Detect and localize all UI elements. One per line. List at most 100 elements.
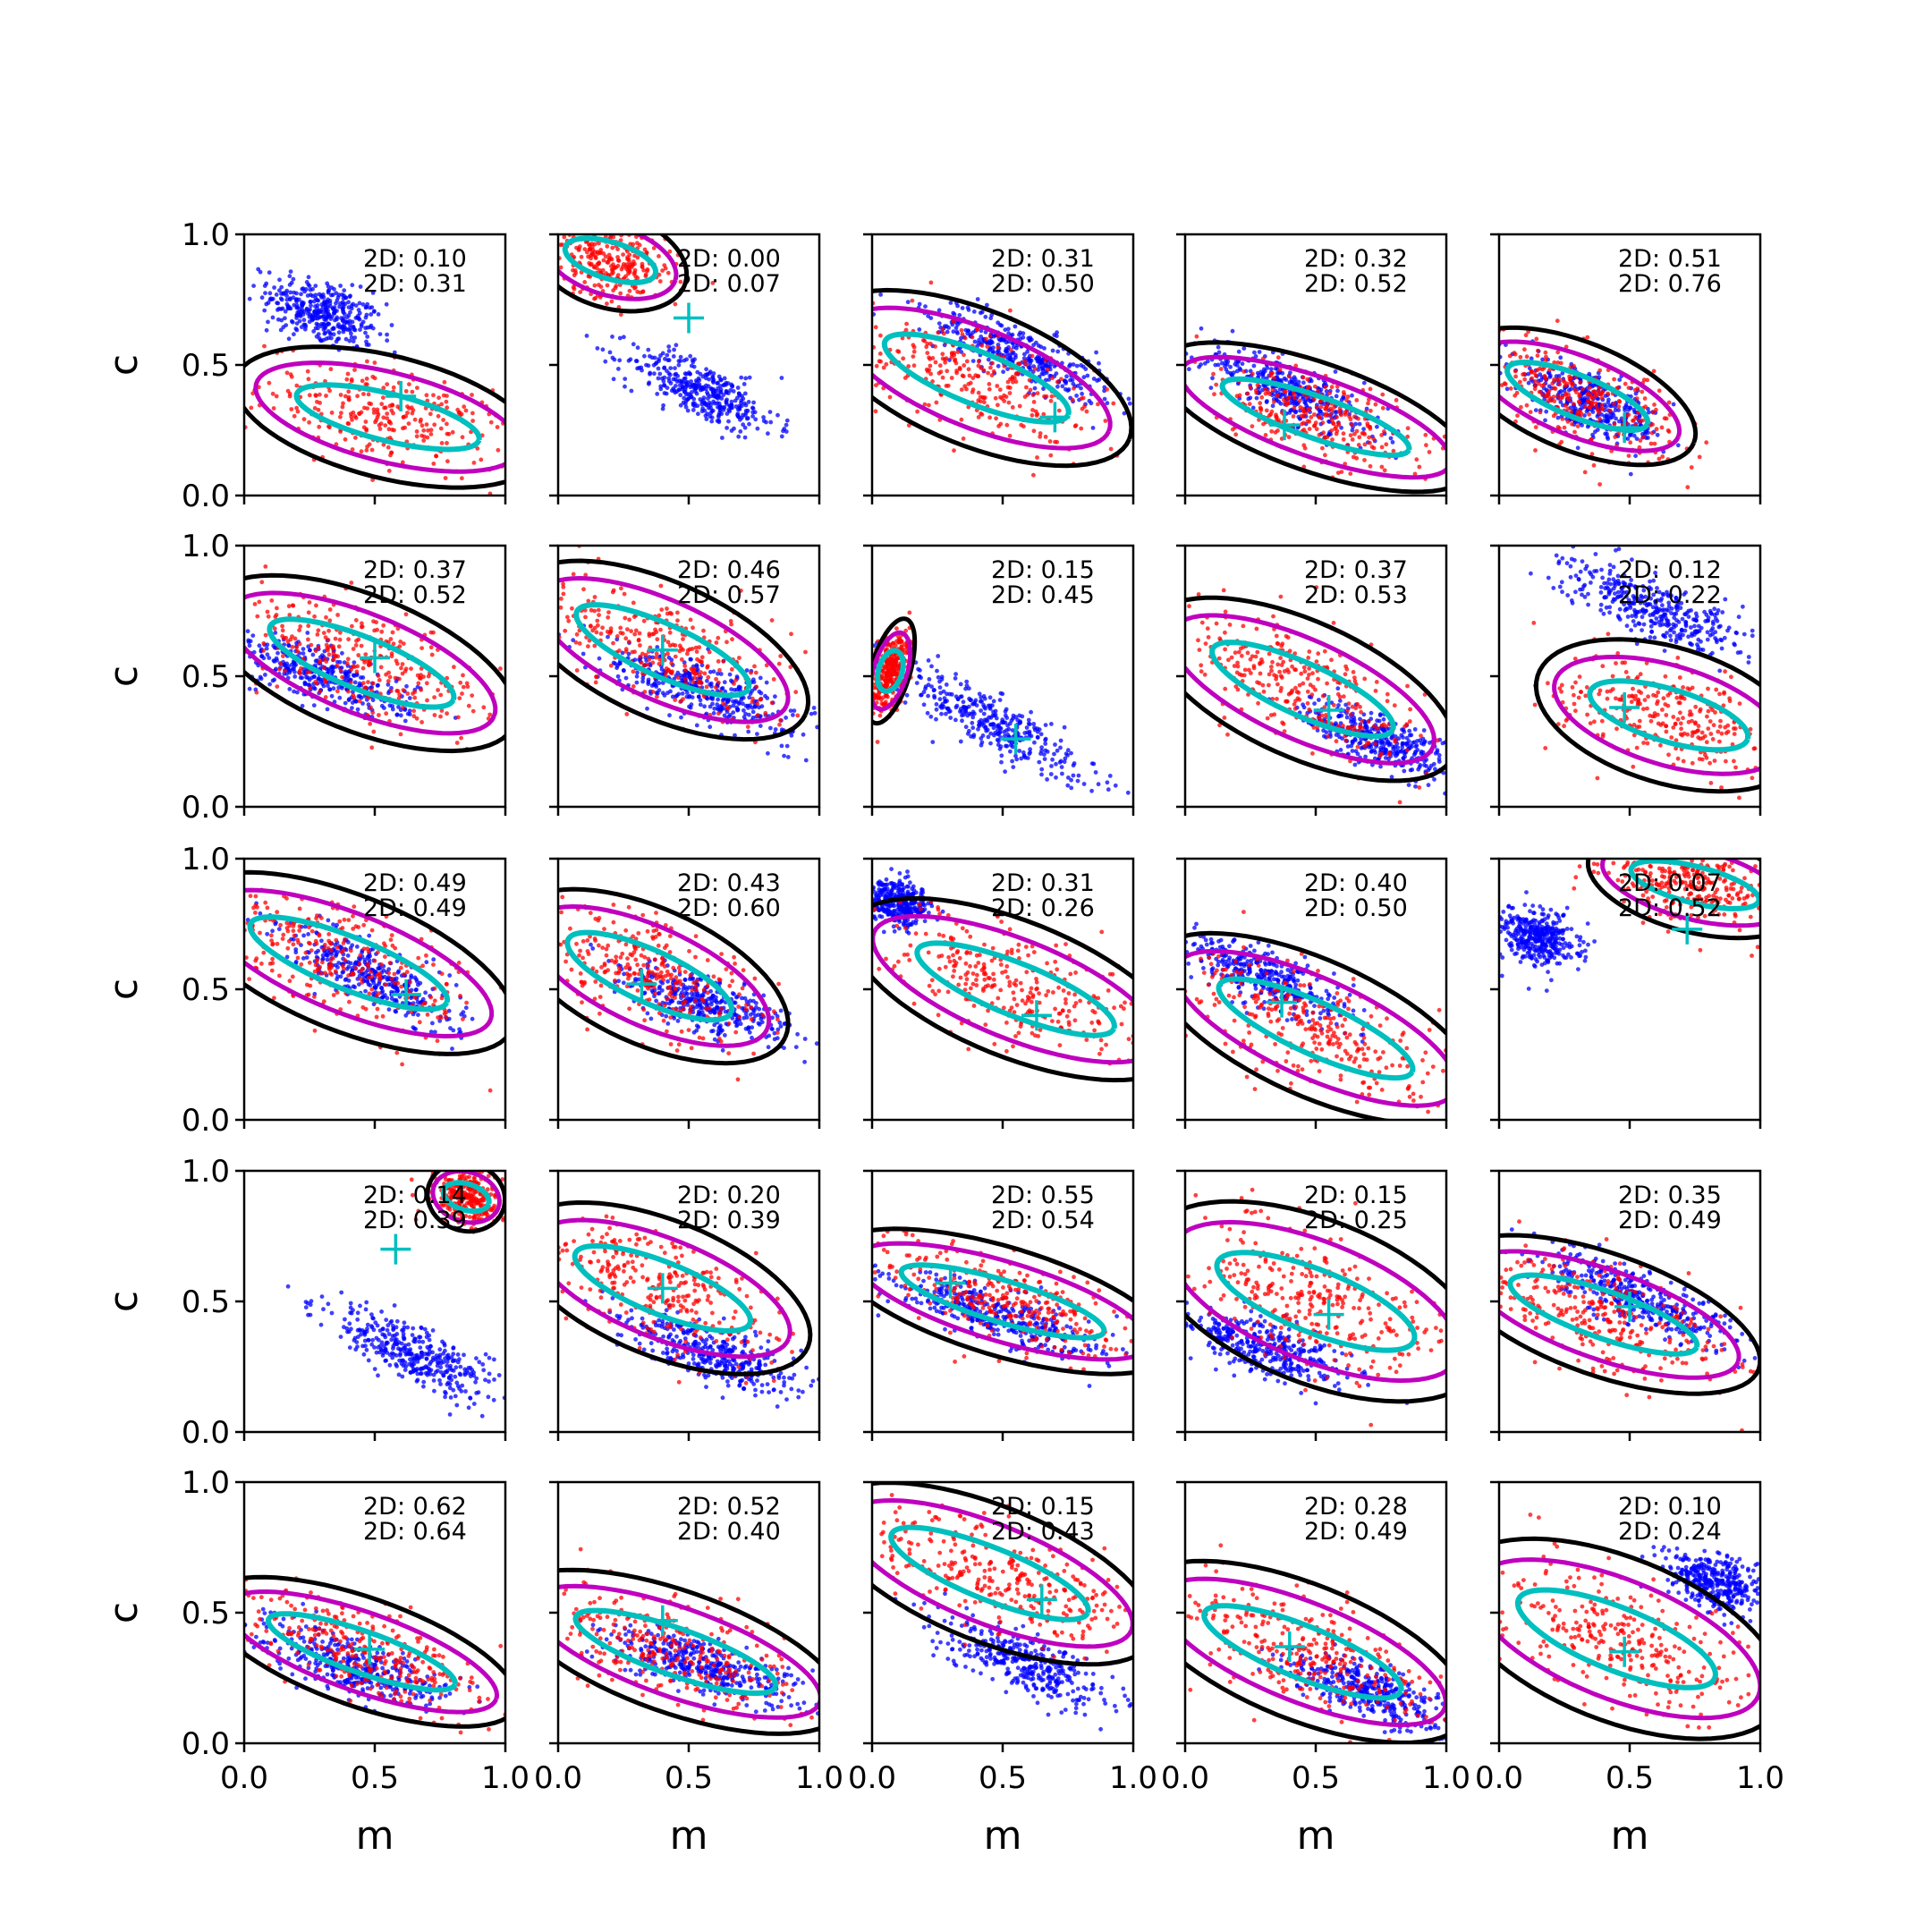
blue-points-point <box>708 696 714 700</box>
red-points-point <box>428 645 434 650</box>
red-points-point <box>1380 405 1385 411</box>
blue-points-point <box>662 366 666 370</box>
red-points-point <box>803 649 808 655</box>
blue-points-point <box>1090 426 1096 430</box>
red-points-point <box>626 271 631 276</box>
red-points-point <box>444 399 449 404</box>
red-points <box>558 234 716 318</box>
blue-points-point <box>349 331 353 336</box>
blue-points-point <box>739 398 744 403</box>
red-points-point <box>1544 377 1548 382</box>
blue-points-point <box>326 312 332 317</box>
cross-marker <box>674 302 704 334</box>
red-points-point <box>346 421 352 427</box>
y-tick-label: 0.0 <box>182 790 230 826</box>
red-points-point <box>379 402 385 407</box>
blue-points-point <box>279 284 284 290</box>
red-points-point <box>316 407 321 412</box>
red-points-point <box>594 674 599 679</box>
blue-points-point <box>278 296 284 301</box>
blue-points-point <box>267 291 273 296</box>
red-points-point <box>1599 402 1605 408</box>
red-points-point <box>481 705 487 710</box>
red-points-point <box>714 676 718 682</box>
blue-points-point <box>1569 386 1573 392</box>
red-points-point <box>565 614 570 620</box>
blue-points-point <box>716 380 720 386</box>
red-points-point <box>1362 442 1368 447</box>
red-points-point <box>873 325 878 330</box>
blue-points-point <box>999 336 1004 342</box>
red-points-point <box>322 665 326 671</box>
red-points-point <box>278 661 284 666</box>
blue-points-point <box>996 363 1001 369</box>
blue-points-point <box>741 708 746 713</box>
red-points-point <box>571 572 576 577</box>
red-points-point <box>563 628 568 633</box>
red-points-point <box>379 629 385 634</box>
blue-points-point <box>407 712 412 716</box>
blue-points-point <box>335 298 340 303</box>
red-points-point <box>412 695 418 700</box>
red-points-point <box>683 668 688 673</box>
red-points-point <box>1055 439 1060 445</box>
blue-points-point <box>923 304 928 309</box>
red-points-point <box>377 427 383 431</box>
red-points-point <box>1330 418 1335 422</box>
red-points-point <box>436 688 440 692</box>
red-points-point <box>1666 400 1672 405</box>
blue-points-point <box>1634 436 1640 441</box>
red-points-point <box>987 386 992 392</box>
red-points-point <box>681 637 685 641</box>
blue-points-point <box>1555 415 1561 420</box>
blue-points-point <box>739 375 744 380</box>
red-points-point <box>1292 390 1296 395</box>
blue-points-point <box>768 725 773 731</box>
red-points-point <box>558 242 564 248</box>
red-points-point <box>286 604 292 609</box>
blue-points-point <box>701 395 707 401</box>
blue-points-point <box>1069 785 1074 791</box>
blue-points-point <box>309 303 313 309</box>
red-points-point <box>1412 471 1418 477</box>
blue-points-point <box>702 704 707 709</box>
annotation-line-2: 2D: 0.76 <box>1618 270 1722 298</box>
blue-points-point <box>637 365 641 370</box>
red-points-point <box>777 722 782 727</box>
red-points-point <box>295 648 300 654</box>
red-points-point <box>1563 403 1568 408</box>
red-points-point <box>657 254 661 258</box>
blue-points-point <box>616 367 621 371</box>
red-points-point <box>1540 392 1545 397</box>
blue-points-point <box>966 308 971 312</box>
red-points-point <box>623 615 628 621</box>
blue-points-point <box>1339 425 1343 430</box>
blue-points-point <box>292 290 296 295</box>
blue-points <box>584 334 790 440</box>
red-points-point <box>617 648 622 653</box>
red-points-point <box>411 714 417 719</box>
red-points-point <box>1218 367 1224 371</box>
y-axis-label: c <box>101 354 147 376</box>
red-points-point <box>980 394 986 400</box>
red-points-point <box>682 664 688 668</box>
red-points-point <box>1546 391 1550 396</box>
red-points-point <box>428 432 434 436</box>
red-points-point <box>959 387 964 392</box>
red-points-point <box>608 629 614 634</box>
red-points-point <box>324 614 328 620</box>
blue-points-point <box>650 655 656 660</box>
red-points-point <box>471 461 477 465</box>
red-points-point <box>1508 386 1513 391</box>
red-points-point <box>383 423 388 428</box>
red-points-point <box>411 408 416 412</box>
red-points-point <box>1329 408 1335 413</box>
red-points-point <box>457 696 462 700</box>
blue-points-point <box>259 654 265 658</box>
blue-points-point <box>358 694 362 699</box>
red-points-point <box>1352 431 1357 436</box>
red-points-point <box>1008 377 1013 382</box>
blue-points-point <box>718 387 724 393</box>
red-points-point <box>1356 416 1360 421</box>
blue-points-point <box>1357 421 1362 427</box>
